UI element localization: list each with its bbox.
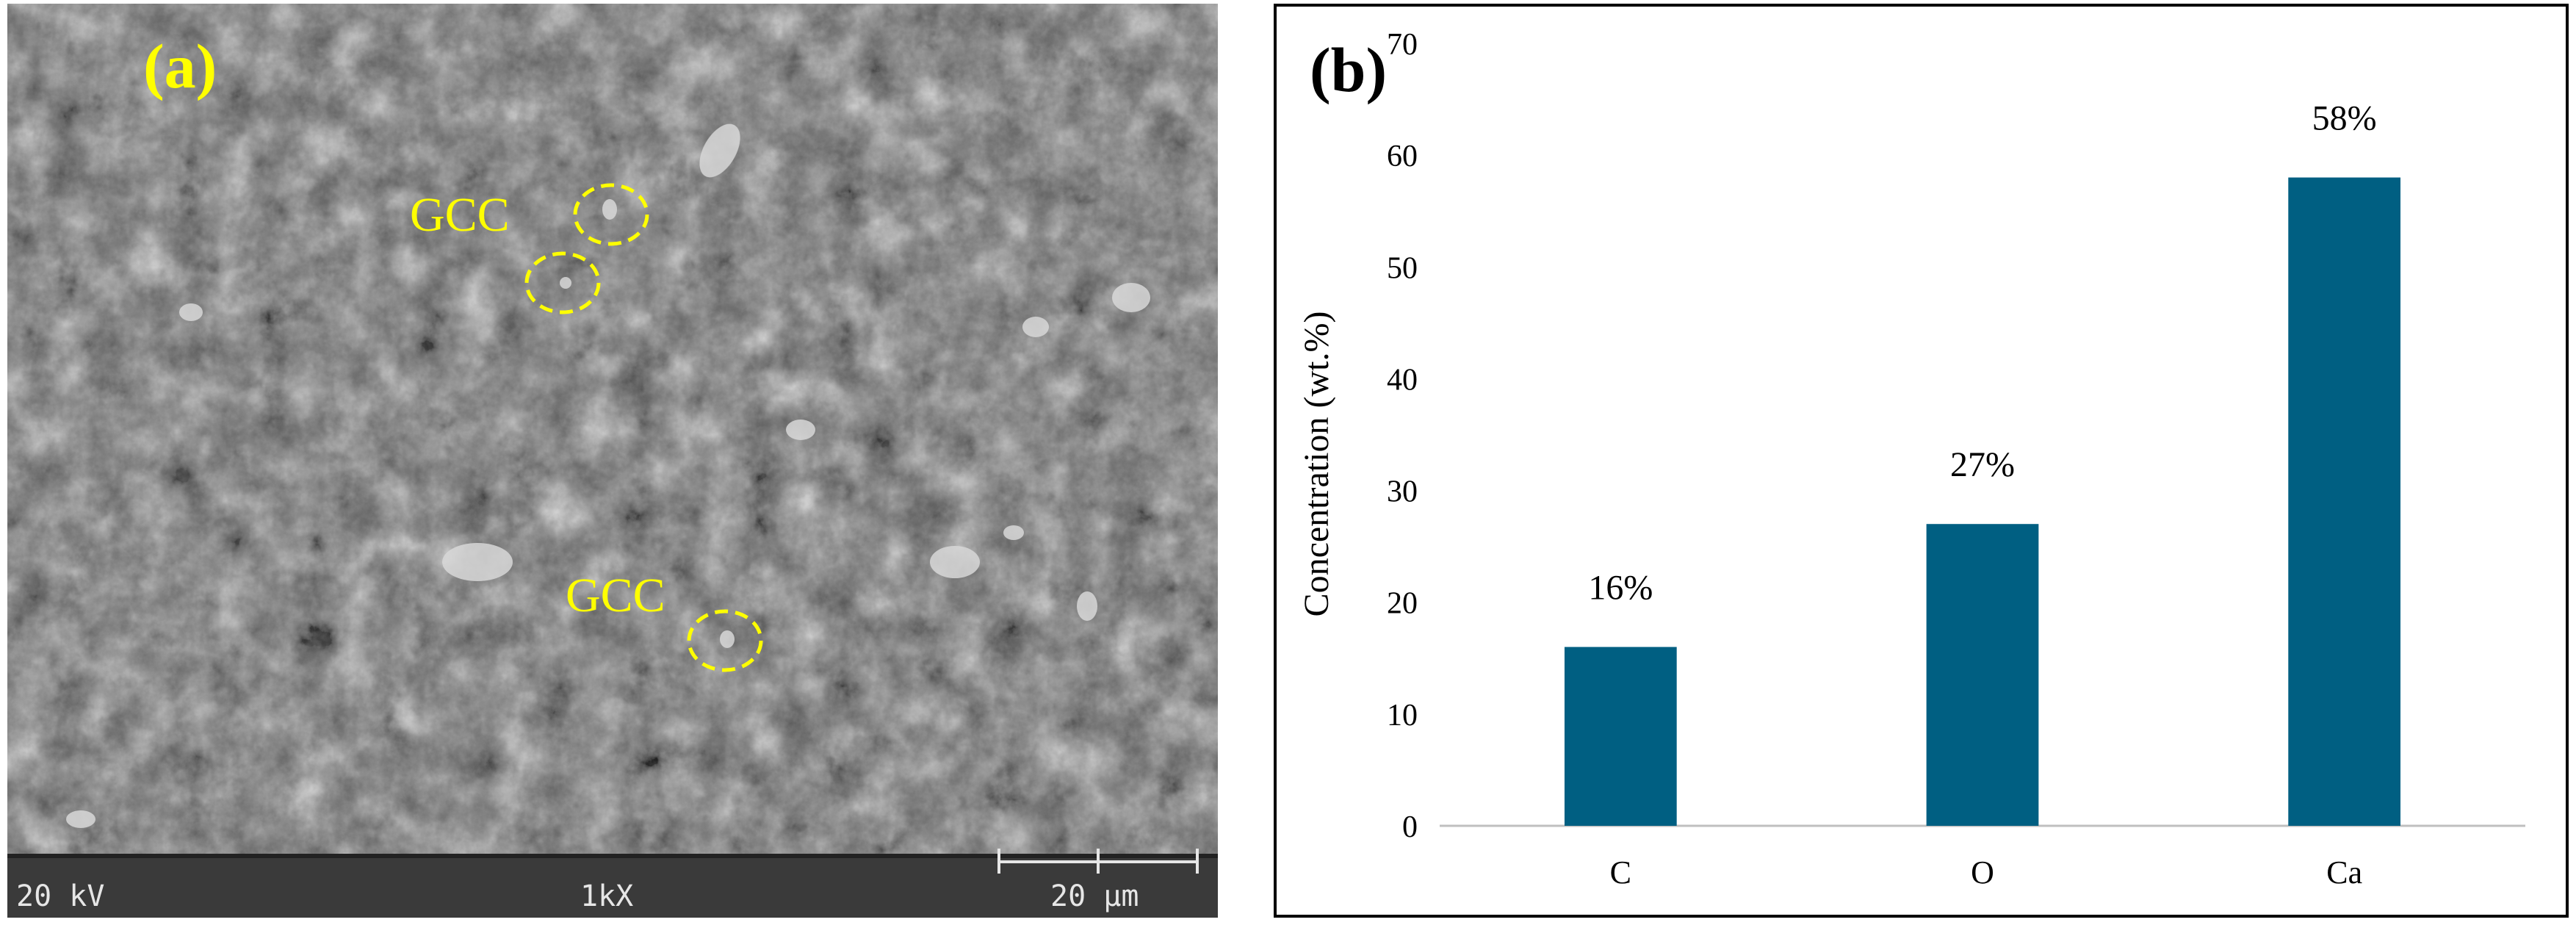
y-tick-label: 10	[1387, 699, 1418, 733]
sem-voltage: 20 kV	[16, 879, 105, 913]
data-labels: 16% 27% 58%	[1588, 99, 2376, 608]
sem-scale-label: 20 μm	[1050, 879, 1139, 913]
gcc-label-upper: GCC	[410, 188, 510, 242]
bar-data-label: 58%	[2312, 99, 2377, 138]
y-axis-label: Concentration (wt.%)	[1297, 312, 1336, 617]
panel-label-a: (a)	[143, 31, 217, 101]
panel-label-b: (b)	[1310, 35, 1387, 105]
bar-data-label: 27%	[1950, 445, 2015, 484]
gcc-label-lower: GCC	[566, 569, 665, 622]
y-tick-label: 60	[1387, 140, 1418, 173]
gcc-markers	[524, 183, 763, 672]
x-tick-label: C	[1610, 854, 1631, 890]
x-tick-label: Ca	[2326, 854, 2362, 890]
bar-chart: 0 10 20 30 40 50 60 70 16% 27% 58% C O Ca Concentra…	[1297, 28, 2525, 890]
gcc-marker-circle	[687, 609, 763, 672]
y-tick-label: 30	[1387, 475, 1418, 509]
y-tick-label: 40	[1387, 363, 1418, 397]
gcc-marker-circle	[573, 183, 649, 246]
y-tick-label: 70	[1387, 28, 1418, 62]
x-tick-label: O	[1971, 854, 1994, 890]
x-axis: C O Ca	[1610, 854, 2362, 890]
y-tick-label: 20	[1387, 587, 1418, 621]
scale-bar	[997, 849, 1199, 874]
y-axis: 0 10 20 30 40 50 60 70	[1387, 28, 1418, 844]
y-tick-label: 50	[1387, 251, 1418, 285]
sem-micrograph: (a) GCC GCC 20 kV 1kX 20 μm	[7, 4, 1218, 918]
sem-info-bar	[7, 856, 1218, 918]
bar-data-label: 16%	[1588, 569, 1653, 608]
chart-panel: 0 10 20 30 40 50 60 70 16% 27% 58% C O Ca Concentra…	[1274, 4, 2569, 918]
bar	[1564, 647, 1677, 826]
bar	[1926, 524, 2039, 826]
bars	[1564, 177, 2401, 827]
particle-speckles	[66, 123, 1150, 828]
gcc-marker-circle	[524, 251, 601, 314]
y-tick-label: 0	[1402, 810, 1418, 844]
sem-magnification: 1kX	[580, 879, 634, 913]
bar	[2288, 177, 2401, 827]
sem-texture	[7, 4, 1218, 918]
